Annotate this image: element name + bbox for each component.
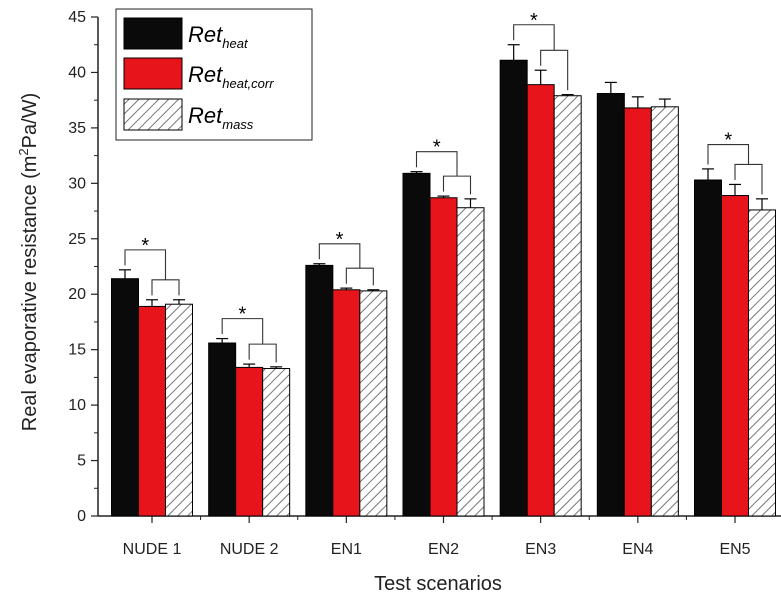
outer-bracket [707, 143, 750, 165]
y-tick-label: 0 [77, 508, 86, 525]
x-tick-label: EN1 [331, 541, 362, 558]
significance-star: * [530, 10, 538, 32]
bar [623, 107, 652, 517]
inner-bracket [540, 49, 569, 91]
significance-star: * [433, 137, 441, 159]
legend: Retheat Retheat,corr Retmass [115, 8, 313, 141]
bar [748, 209, 776, 517]
y-axis-ticks: 0 5 10 15 20 25 30 35 40 45 [68, 9, 98, 525]
outer-bracket [415, 151, 458, 177]
x-tick-label: NUDE 2 [220, 541, 279, 558]
inner-bracket [442, 175, 472, 195]
y-axis-title-part2: Pa/W) [19, 93, 41, 149]
y-tick-label: 40 [68, 64, 86, 81]
significance-star: * [141, 235, 149, 257]
bar [694, 179, 722, 517]
bar [526, 84, 555, 517]
bar [359, 290, 388, 517]
outer-bracket [513, 24, 555, 51]
y-tick-label: 5 [77, 453, 86, 470]
outer-bracket [221, 318, 264, 345]
bars [111, 44, 776, 517]
bar [111, 278, 139, 517]
bar [402, 172, 431, 517]
inner-bracket [345, 267, 374, 286]
bar [138, 305, 166, 517]
legend-label-ret-mass: Retmass [188, 103, 254, 132]
outer-bracket [124, 249, 167, 280]
outer-bracket [318, 243, 361, 269]
inner-bracket [151, 279, 180, 296]
bar [456, 207, 485, 517]
y-tick-label: 45 [68, 9, 86, 26]
bar [235, 366, 264, 517]
bar [596, 93, 625, 517]
y-tick-label: 35 [68, 120, 86, 137]
y-axis-title: Real evaporative resistance (m2Pa/W) [16, 93, 41, 431]
y-axis-title-part1: Real evaporative resistance (m [19, 156, 41, 432]
legend-swatch-ret-mass [123, 98, 183, 131]
x-tick-label: EN2 [428, 541, 459, 558]
y-axis-title-superscript: 2 [16, 148, 31, 155]
legend-swatch-ret-heat [123, 17, 183, 50]
inner-bracket [734, 163, 763, 195]
x-tick-label: EN3 [525, 541, 556, 558]
y-tick-label: 30 [68, 175, 86, 192]
bar [262, 368, 291, 517]
significance-brackets: * * * * * * [124, 10, 763, 363]
bar [332, 289, 361, 517]
x-axis-title: Test scenarios [374, 573, 502, 595]
y-tick-label: 15 [68, 342, 86, 359]
bar [305, 264, 334, 517]
inner-bracket [248, 343, 277, 363]
bar [650, 106, 679, 517]
bar [499, 59, 528, 517]
y-tick-label: 10 [68, 397, 86, 414]
x-tick-label: EN4 [622, 541, 653, 558]
significance-star: * [724, 130, 732, 152]
bar [721, 195, 749, 517]
x-tick-label: NUDE 1 [123, 541, 182, 558]
bar [208, 342, 237, 517]
legend-label-ret-heat: Retheat [188, 22, 249, 51]
y-tick-label: 25 [68, 231, 86, 248]
significance-star: * [239, 304, 247, 326]
x-axis-ticks: NUDE 1 NUDE 2 EN1 EN2 EN3 EN4 EN5 [123, 516, 751, 558]
bar [429, 197, 458, 517]
legend-label-ret-heat-corr: Retheat,corr [188, 62, 274, 91]
x-tick-label: EN5 [719, 541, 750, 558]
bar [553, 95, 582, 517]
y-tick-label: 20 [68, 286, 86, 303]
bar [165, 303, 193, 517]
legend-swatch-ret-heat-corr [123, 57, 183, 90]
significance-star: * [336, 229, 344, 251]
